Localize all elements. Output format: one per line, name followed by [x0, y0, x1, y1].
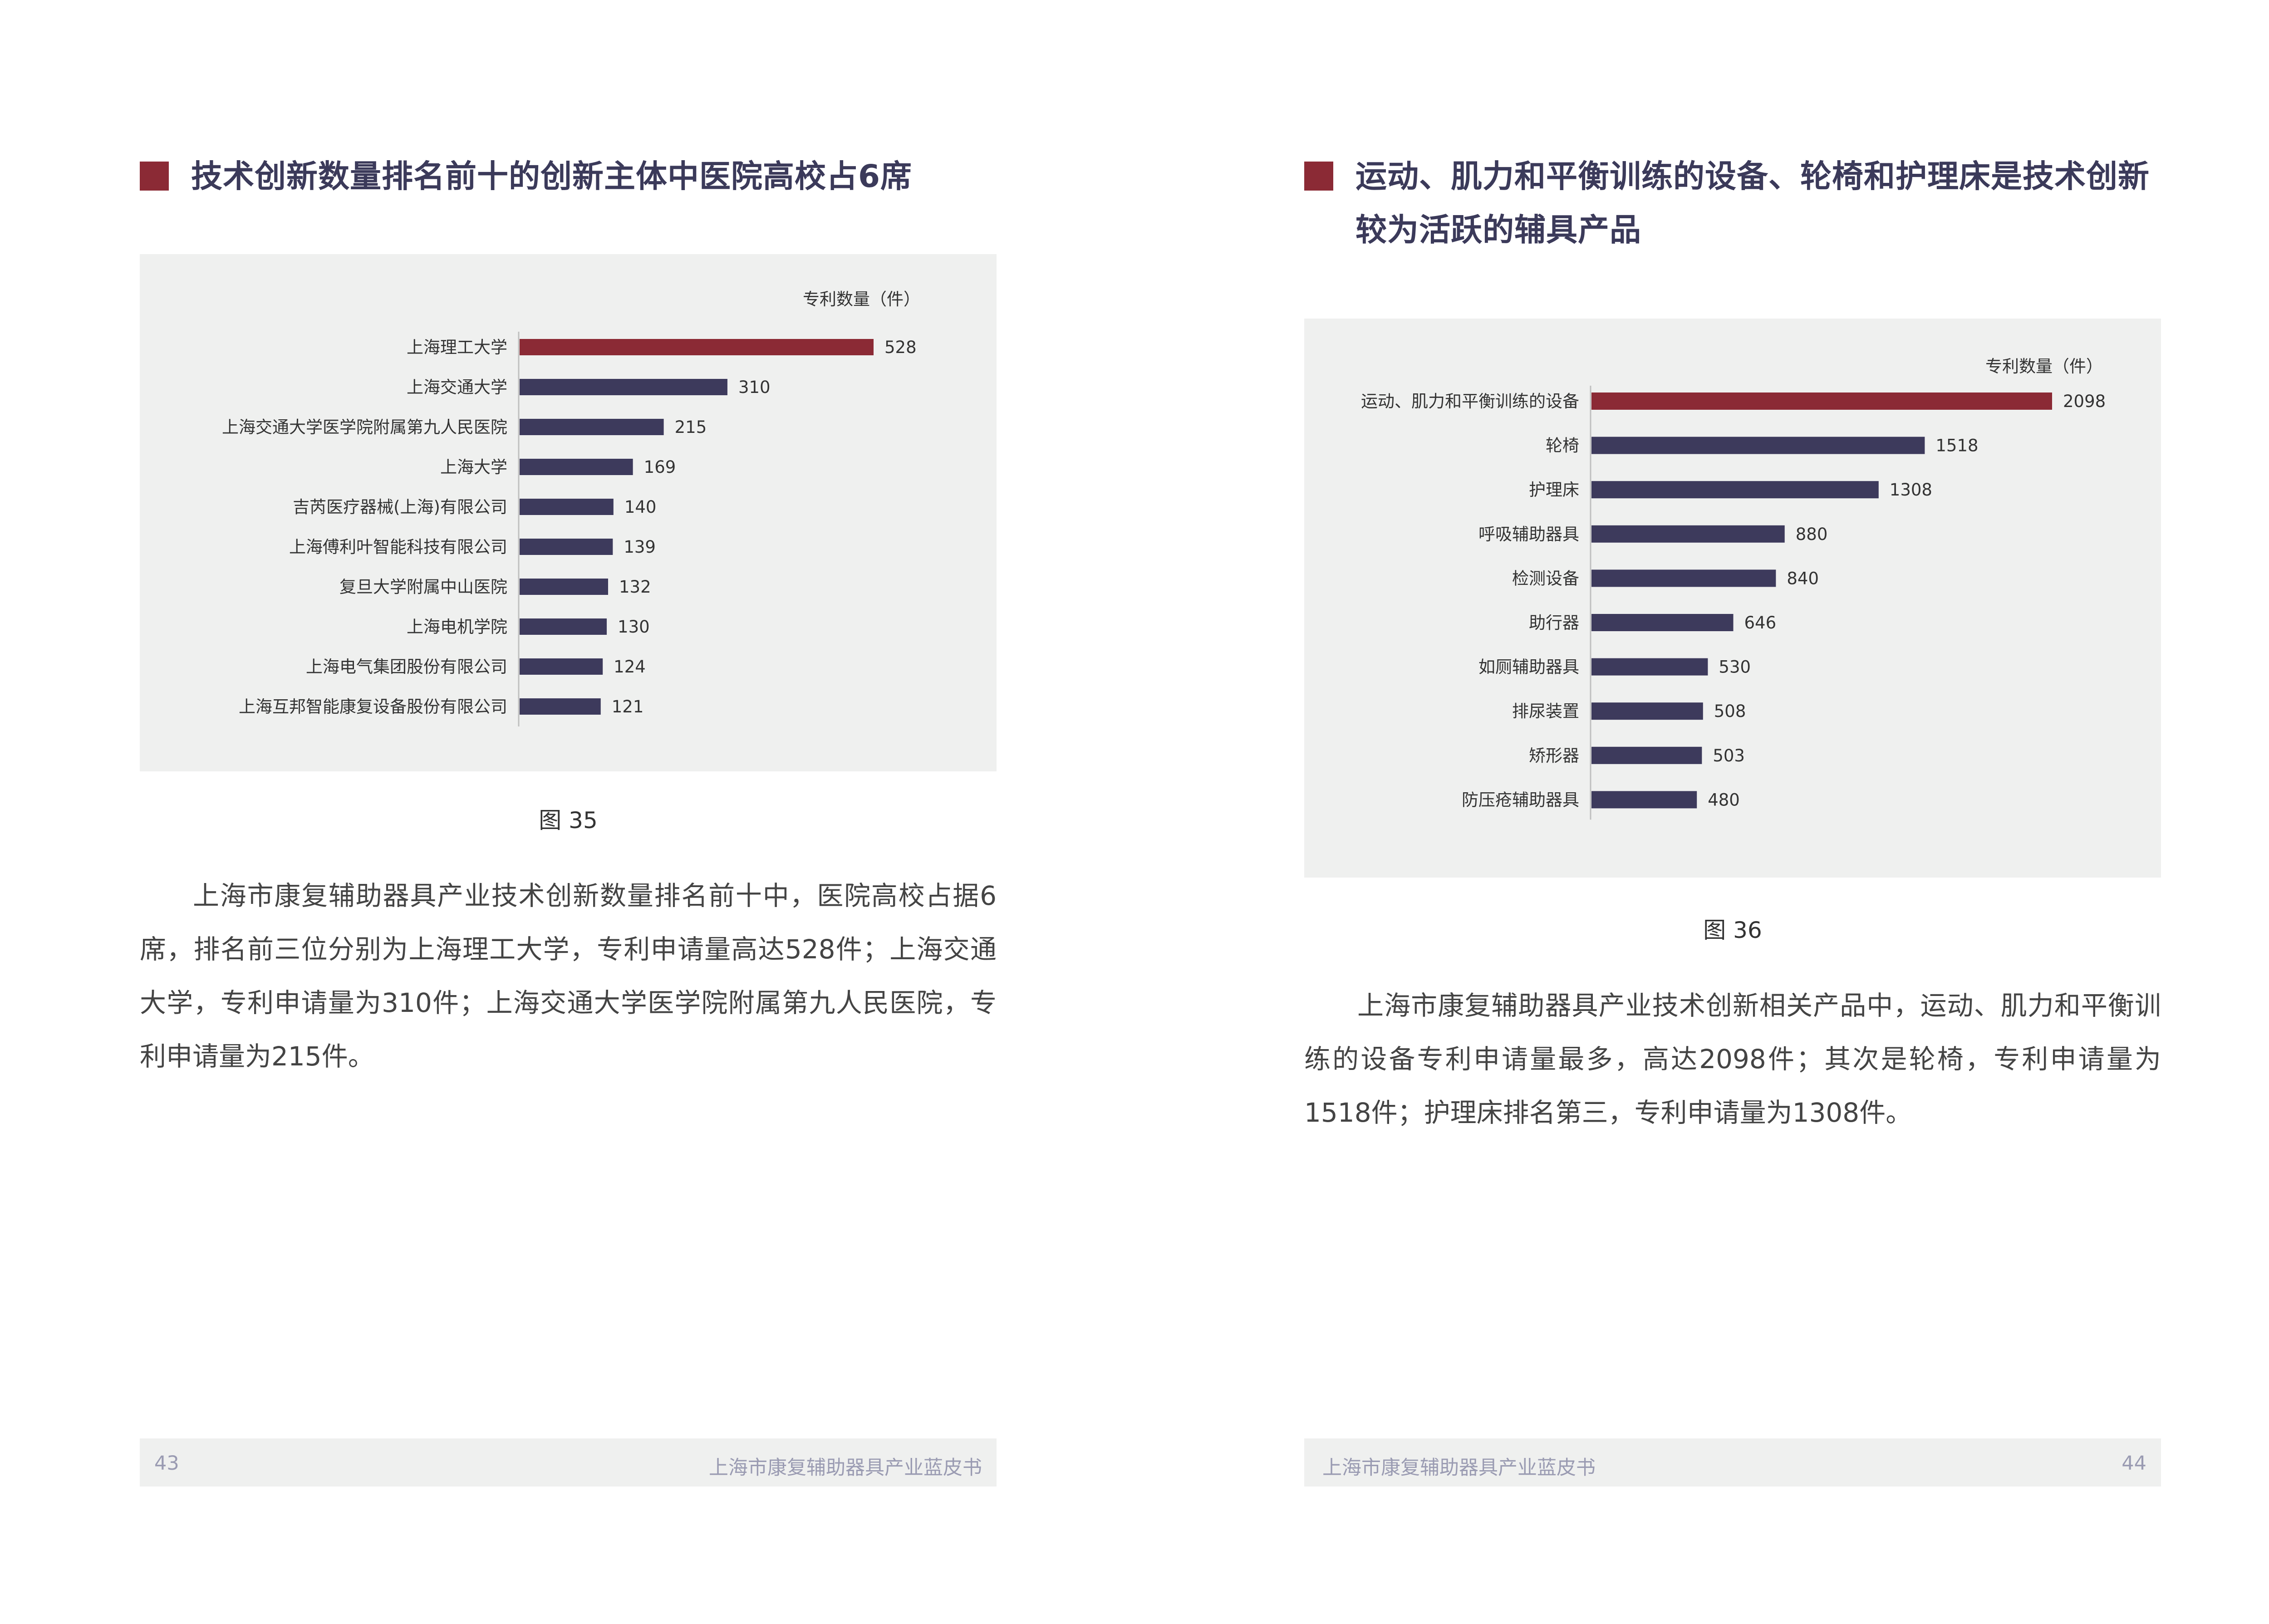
bar	[520, 419, 664, 435]
product-ranking-chart: 专利数量（件） 运动、肌力和平衡训练的设备 2098 轮椅 1518 护理床 1308 呼吸辅…	[1361, 357, 2106, 820]
bar	[1591, 658, 1708, 676]
value-label: 508	[1714, 702, 1746, 721]
category-label: 吉芮医疗器械(上海)有限公司	[293, 497, 507, 517]
value-label: 530	[1719, 657, 1751, 677]
bar	[520, 698, 601, 715]
value-label: 480	[1708, 790, 1740, 810]
patent-ranking-chart: 专利数量（件） 上海理工大学 528 上海交通大学 310 上海交通大学医学院附属第九人民…	[222, 289, 920, 726]
page-footer: 上海市康复辅助器具产业蓝皮书 44	[1304, 1438, 2161, 1487]
category-label: 防压疮辅助器具	[1462, 790, 1579, 810]
category-label: 上海傅利叶智能科技有限公司	[289, 537, 507, 557]
section-title: 运动、肌力和平衡训练的设备、轮椅和护理床是技术创新较为活跃的辅具产品	[1356, 158, 2150, 248]
section-heading: 技术创新数量排名前十的创新主体中医院高校占6席	[140, 150, 1002, 209]
figure-caption: 图 36	[1703, 917, 1762, 943]
category-label: 上海交通大学医学院附属第九人民医院	[222, 417, 507, 437]
bar	[520, 579, 608, 595]
category-label: 呼吸辅助器具	[1478, 525, 1579, 544]
book-title: 上海市康复辅助器具产业蓝皮书	[1322, 1457, 1596, 1479]
category-label: 上海互邦智能康复设备股份有限公司	[239, 697, 507, 716]
category-label: 复旦大学附属中山医院	[339, 577, 507, 597]
category-label: 助行器	[1529, 613, 1579, 633]
value-label: 124	[614, 657, 646, 677]
value-label: 840	[1787, 569, 1819, 588]
left-page: 技术创新数量排名前十的创新主体中医院高校占6席 专利数量（件） 上海理工大学 528…	[140, 150, 1002, 1487]
bar	[1591, 393, 2052, 410]
value-label: 503	[1713, 746, 1745, 765]
page-number: 44	[2122, 1452, 2146, 1475]
unit-label: 专利数量（件）	[803, 289, 920, 309]
category-label: 护理床	[1529, 480, 1579, 500]
category-label: 上海电气集团股份有限公司	[306, 657, 507, 677]
body-paragraph: 上海市康复辅助器具产业技术创新数量排名前十中，医院高校占据6席，排名前三位分别为…	[140, 880, 997, 1072]
bar	[1591, 614, 1734, 631]
value-label: 121	[612, 697, 644, 716]
value-label: 139	[624, 537, 656, 557]
bar	[520, 618, 607, 635]
unit-label: 专利数量（件）	[1985, 357, 2103, 376]
bar	[520, 539, 613, 555]
bar	[1591, 746, 1702, 764]
section-marker-icon	[1304, 162, 1333, 191]
category-label: 矫形器	[1529, 746, 1579, 765]
value-label: 169	[644, 457, 676, 477]
figure-caption: 图 35	[539, 807, 598, 834]
category-label: 上海交通大学	[407, 378, 507, 397]
value-label: 646	[1744, 613, 1777, 633]
category-label: 上海电机学院	[407, 617, 507, 637]
chart-panel: 专利数量（件） 上海理工大学 528 上海交通大学 310 上海交通大学医学院附属第九人民…	[140, 254, 997, 771]
chart-panel: 专利数量（件） 运动、肌力和平衡训练的设备 2098 轮椅 1518 护理床 1308 呼吸辅…	[1304, 319, 2161, 878]
page-footer: 43 上海市康复辅助器具产业蓝皮书	[140, 1438, 997, 1487]
category-label: 上海大学	[440, 457, 507, 477]
bar	[1591, 481, 1879, 499]
section-title: 技术创新数量排名前十的创新主体中医院高校占6席	[191, 158, 913, 195]
value-label: 880	[1796, 525, 1828, 544]
bar	[520, 658, 603, 675]
bar	[520, 379, 727, 395]
section-heading: 运动、肌力和平衡训练的设备、轮椅和护理床是技术创新较为活跃的辅具产品	[1304, 150, 2166, 268]
bar	[1591, 569, 1776, 587]
value-label: 132	[619, 577, 651, 597]
value-label: 310	[738, 378, 771, 397]
book-title: 上海市康复辅助器具产业蓝皮书	[709, 1457, 982, 1479]
value-label: 140	[624, 497, 657, 517]
category-label: 检测设备	[1512, 569, 1579, 588]
body-paragraph: 上海市康复辅助器具产业技术创新相关产品中，运动、肌力和平衡训练的设备专利申请量最…	[1304, 990, 2161, 1128]
category-label: 如厕辅助器具	[1478, 657, 1579, 677]
bar	[1591, 791, 1697, 809]
category-label: 轮椅	[1546, 436, 1579, 456]
category-label: 上海理工大学	[407, 338, 507, 357]
page-number: 43	[154, 1452, 179, 1475]
bar	[520, 499, 614, 515]
bar	[520, 339, 874, 355]
value-label: 2098	[2063, 392, 2106, 411]
value-label: 1308	[1890, 480, 1932, 500]
value-label: 215	[675, 417, 707, 437]
value-label: 528	[884, 338, 917, 357]
category-label: 运动、肌力和平衡训练的设备	[1361, 392, 1579, 411]
bar	[1591, 525, 1785, 543]
bar	[520, 459, 633, 475]
right-page: 运动、肌力和平衡训练的设备、轮椅和护理床是技术创新较为活跃的辅具产品 专利数量（…	[1142, 0, 2269, 1624]
bar	[1591, 437, 1925, 454]
value-label: 1518	[1935, 436, 1978, 456]
category-label: 排尿装置	[1512, 702, 1579, 721]
section-marker-icon	[140, 162, 169, 191]
bar	[1591, 702, 1703, 720]
value-label: 130	[618, 617, 650, 637]
